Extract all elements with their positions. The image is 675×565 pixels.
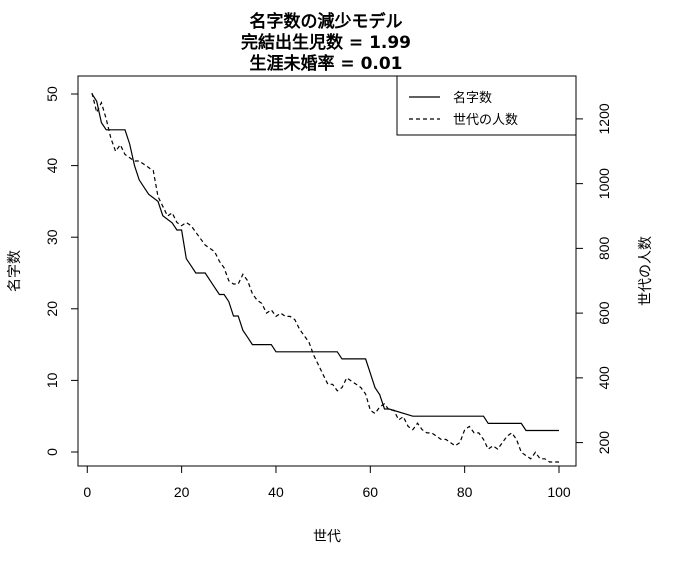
x-tick-label: 20 — [174, 484, 190, 500]
x-tick-label: 60 — [363, 484, 379, 500]
x-tick-label: 80 — [457, 484, 473, 500]
series-line-1 — [91, 93, 559, 432]
y-right-tick-label: 1000 — [596, 168, 612, 199]
y-left-tick-label: 20 — [44, 301, 60, 317]
y-left-tick-label: 50 — [44, 86, 60, 102]
y-left-tick-label: 30 — [44, 229, 60, 245]
legend-label-series-1: 名字数 — [453, 90, 492, 106]
legend-label-series-2: 世代の人数 — [453, 113, 518, 128]
y-right-tick-label: 600 — [596, 301, 612, 325]
x-axis: 0 20 40 60 80 100 — [83, 465, 571, 500]
x-tick-label: 40 — [268, 484, 284, 500]
chart-title-line-3: 生涯未婚率 = 0.01 — [249, 53, 402, 74]
legend-box — [396, 75, 577, 136]
y-left-tick-label: 40 — [44, 158, 60, 174]
chart-title-line-2: 完結出生児数 = 1.99 — [241, 32, 411, 53]
y-axis-right: 200 400 600 800 1000 1200 — [575, 103, 612, 455]
series-line-2 — [91, 92, 559, 463]
y-right-tick-label: 1200 — [596, 103, 612, 134]
y-right-tick-label: 400 — [596, 366, 612, 390]
series-layer — [91, 92, 559, 463]
y-left-tick-label: 10 — [44, 372, 60, 388]
x-tick-label: 100 — [547, 484, 571, 500]
y-right-tick-label: 800 — [596, 236, 612, 260]
y-axis-left: 0 10 20 30 40 50 — [44, 86, 79, 456]
chart-title-line-1: 名字数の減少モデル — [250, 11, 403, 32]
legend: 名字数 世代の人数 — [396, 75, 577, 136]
y-right-tick-label: 200 — [596, 431, 612, 455]
y-axis-right-label: 世代の人数 — [638, 236, 654, 306]
x-tick-label: 0 — [83, 484, 91, 500]
y-left-tick-label: 0 — [44, 448, 60, 456]
x-axis-label: 世代 — [313, 529, 341, 545]
y-axis-left-label: 名字数 — [7, 250, 23, 292]
